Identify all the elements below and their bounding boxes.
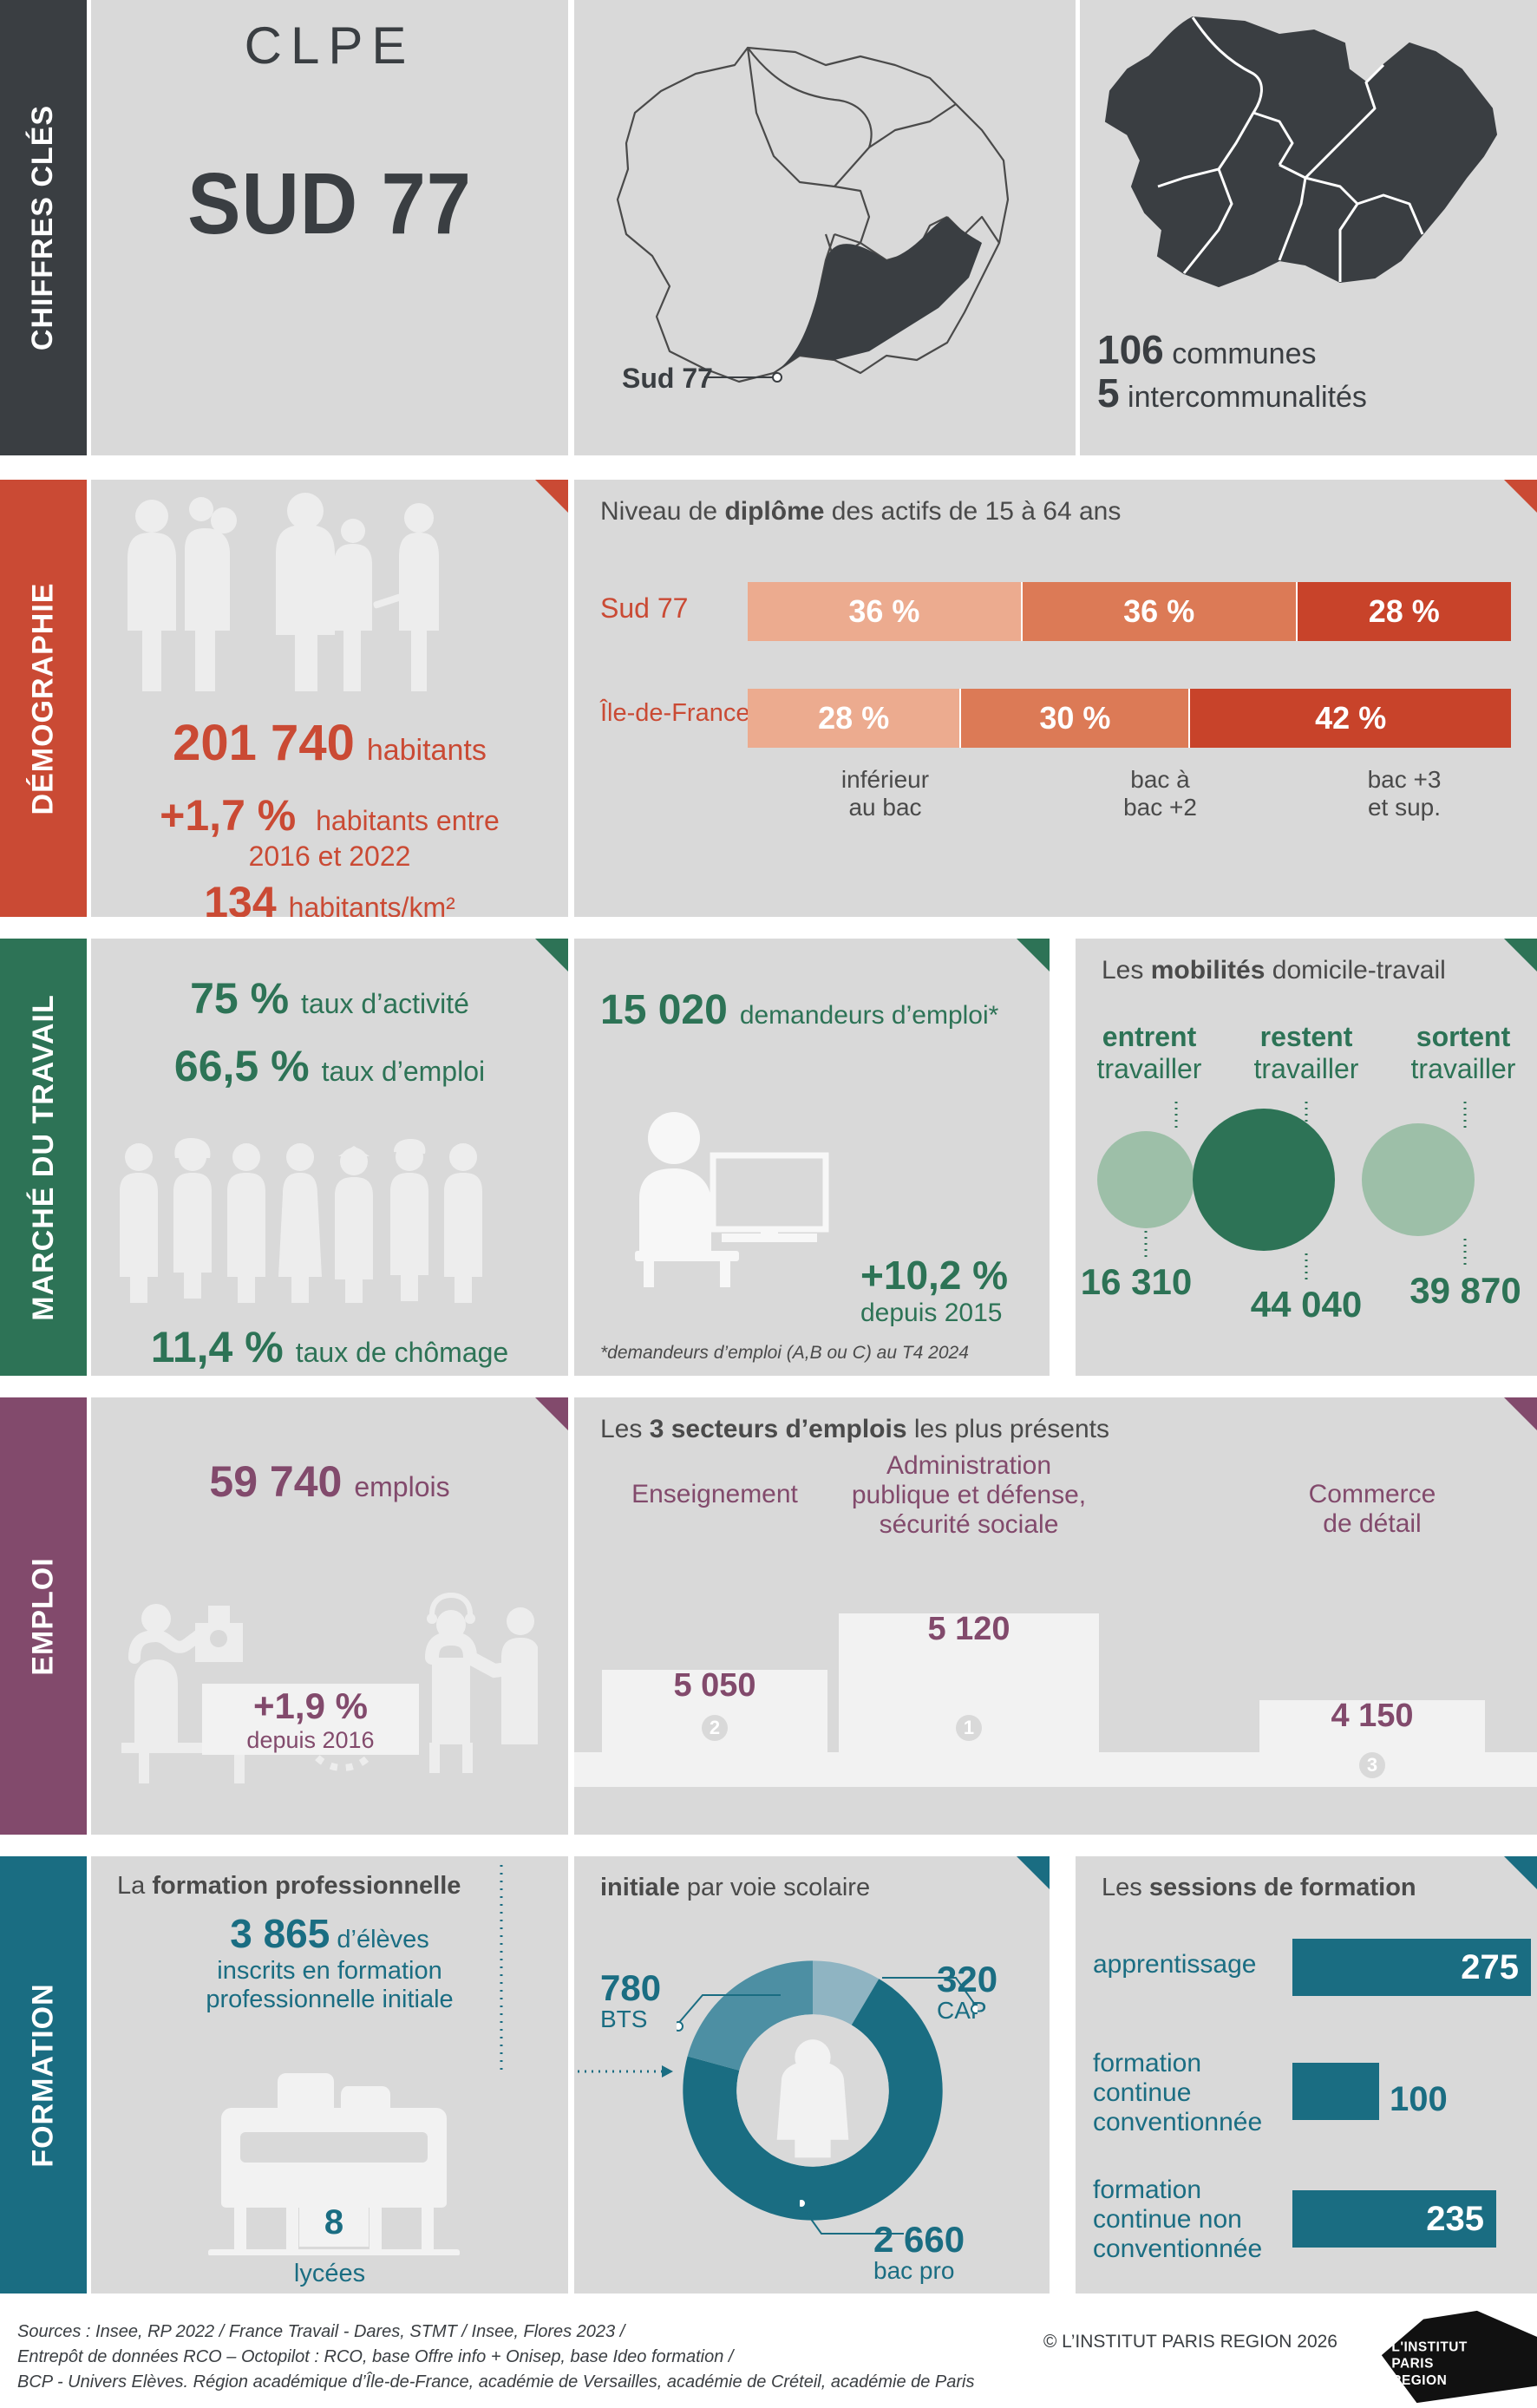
svg-text:8: 8 (324, 2203, 343, 2241)
svg-text:L'INSTITUT: L'INSTITUT (1391, 2339, 1467, 2354)
svg-text:REGION: REGION (1391, 2373, 1447, 2388)
svg-text:PARIS: PARIS (1391, 2357, 1433, 2372)
